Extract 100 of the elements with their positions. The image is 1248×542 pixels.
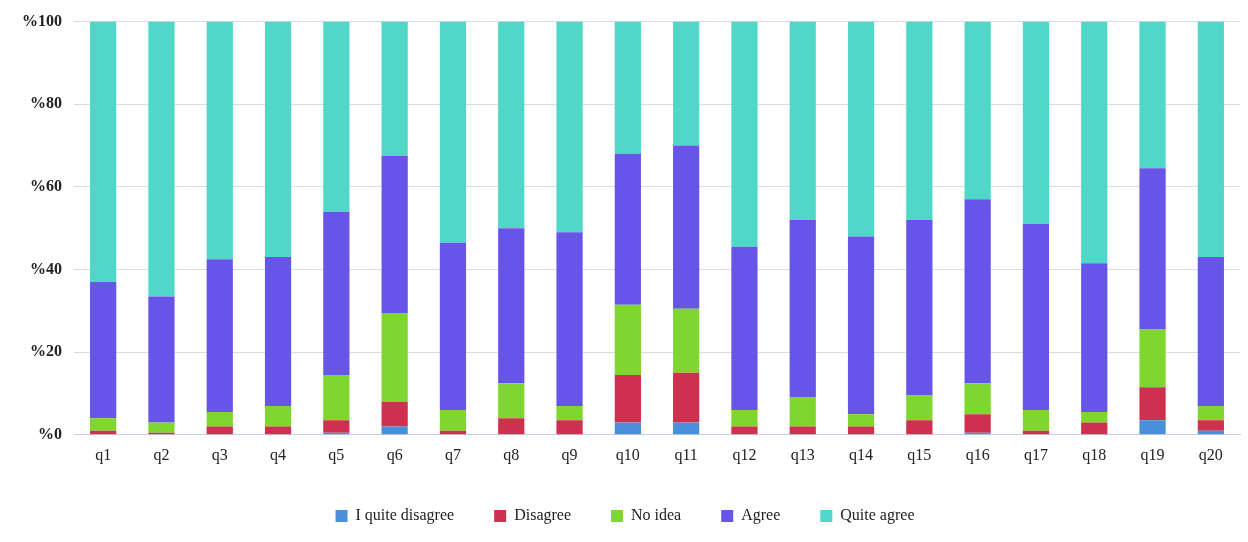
bar bbox=[1197, 405, 1224, 421]
bar bbox=[964, 199, 991, 384]
legend-label: Disagree bbox=[514, 506, 572, 525]
bar bbox=[556, 405, 583, 421]
bar bbox=[1022, 410, 1050, 431]
bar bbox=[148, 21, 175, 297]
bar bbox=[906, 219, 933, 396]
bar bbox=[148, 296, 175, 423]
bar bbox=[614, 304, 641, 375]
legend-label: No idea bbox=[631, 506, 682, 524]
bar bbox=[1139, 387, 1166, 421]
bar bbox=[381, 312, 408, 402]
x-tick-label: q14 bbox=[849, 445, 874, 464]
x-tick-label: q11 bbox=[674, 445, 698, 464]
bar bbox=[1081, 412, 1108, 423]
bar bbox=[1081, 21, 1108, 264]
bar bbox=[323, 420, 350, 433]
bar bbox=[673, 21, 700, 146]
bar bbox=[556, 232, 583, 406]
y-tick-label: %100 bbox=[22, 11, 62, 29]
bar bbox=[381, 21, 408, 156]
bar bbox=[381, 401, 408, 427]
x-tick-label: q8 bbox=[503, 445, 520, 464]
bar bbox=[1197, 21, 1224, 258]
bar bbox=[731, 21, 758, 247]
bar bbox=[1139, 21, 1166, 169]
bar bbox=[731, 410, 758, 427]
x-tick-label: q19 bbox=[1140, 445, 1165, 464]
bar bbox=[906, 21, 933, 220]
bar bbox=[964, 383, 991, 415]
x-tick-label: q15 bbox=[907, 445, 932, 464]
bar bbox=[614, 422, 641, 435]
x-tick-label: q7 bbox=[444, 445, 461, 464]
bar bbox=[789, 219, 816, 398]
x-tick-label: q3 bbox=[211, 445, 228, 464]
bar bbox=[1139, 420, 1166, 435]
x-tick-label: q17 bbox=[1023, 445, 1048, 464]
bar bbox=[323, 211, 350, 375]
bar bbox=[906, 420, 933, 435]
bar bbox=[731, 426, 758, 435]
x-tick-label: q9 bbox=[561, 445, 578, 464]
x-tick-label: q1 bbox=[95, 445, 112, 464]
x-tick-label: q13 bbox=[790, 445, 815, 464]
y-tick-label: %80 bbox=[30, 94, 62, 112]
bar bbox=[614, 21, 641, 154]
bar bbox=[206, 259, 233, 413]
bar bbox=[673, 422, 700, 435]
bar bbox=[964, 414, 991, 433]
bar bbox=[498, 418, 525, 435]
legend-label: I quite disagree bbox=[355, 506, 455, 525]
bar bbox=[847, 21, 875, 237]
bar bbox=[498, 383, 525, 419]
bar bbox=[847, 414, 875, 427]
bar bbox=[1022, 224, 1050, 411]
bar bbox=[673, 372, 700, 423]
bar bbox=[1081, 263, 1108, 413]
bar bbox=[439, 21, 467, 243]
bar bbox=[148, 422, 175, 433]
bar bbox=[1197, 420, 1224, 431]
bar bbox=[381, 155, 408, 313]
x-tick-label: q4 bbox=[270, 445, 287, 464]
bar bbox=[90, 281, 117, 419]
bar bbox=[498, 21, 525, 229]
bar bbox=[1081, 422, 1108, 435]
x-tick-label: q12 bbox=[732, 445, 757, 464]
bar bbox=[1139, 329, 1166, 388]
y-tick-label: %40 bbox=[30, 259, 62, 277]
y-tick-label: %60 bbox=[30, 177, 62, 195]
bar bbox=[90, 21, 117, 282]
bar bbox=[789, 21, 816, 220]
bar bbox=[498, 228, 525, 384]
bar bbox=[1022, 21, 1050, 225]
bar bbox=[90, 418, 117, 431]
x-tick-label: q2 bbox=[153, 445, 170, 464]
bar bbox=[556, 420, 583, 435]
bar bbox=[673, 308, 700, 373]
bar bbox=[206, 21, 233, 260]
bar bbox=[906, 395, 933, 421]
bar bbox=[673, 145, 700, 309]
legend-label: Agree bbox=[741, 506, 781, 525]
bar bbox=[206, 412, 233, 427]
x-tick-label: q10 bbox=[615, 445, 640, 464]
bar bbox=[439, 242, 467, 411]
bar bbox=[1139, 168, 1166, 330]
bar bbox=[847, 236, 875, 415]
bar bbox=[264, 257, 292, 406]
bar bbox=[614, 153, 641, 305]
legend-label: Quite agree bbox=[840, 506, 915, 525]
y-tick-label: %0 bbox=[38, 424, 62, 442]
bar bbox=[731, 246, 758, 411]
bar bbox=[556, 21, 583, 233]
x-tick-label: q5 bbox=[328, 445, 345, 464]
x-tick-label: q18 bbox=[1082, 445, 1107, 464]
y-tick-label: %20 bbox=[30, 342, 62, 360]
bar bbox=[614, 374, 641, 423]
bar bbox=[1197, 257, 1224, 406]
bar bbox=[264, 21, 292, 258]
bar bbox=[323, 21, 350, 212]
bar bbox=[264, 405, 292, 427]
bar bbox=[439, 410, 467, 431]
